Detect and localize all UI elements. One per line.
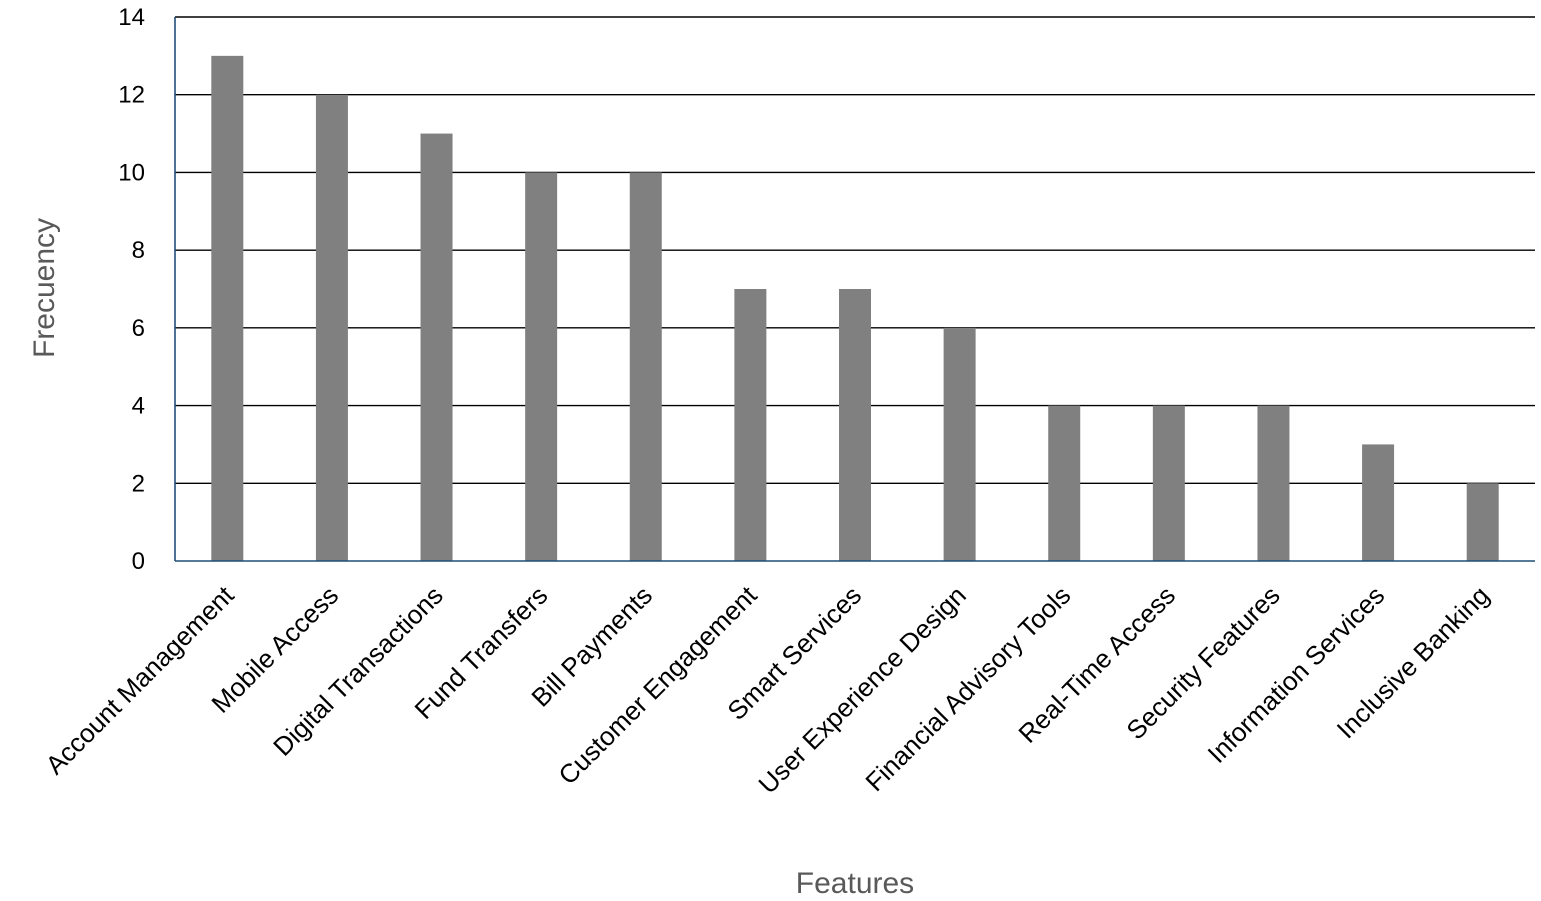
bars: [211, 55, 1499, 562]
bar: [943, 327, 976, 561]
bar: [1466, 483, 1499, 561]
y-tick-label: 2: [132, 470, 145, 497]
y-tick-label: 0: [132, 548, 145, 575]
y-tick-label: 8: [132, 237, 145, 264]
y-tick-label: 14: [118, 4, 145, 31]
bar: [839, 289, 871, 561]
x-axis-title: Features: [796, 867, 914, 900]
x-tick-label: Customer Engagement: [552, 579, 763, 790]
bar: [420, 133, 453, 562]
y-tick-labels: 0 2 4 6 8 10 12 14: [118, 4, 145, 575]
y-tick-label: 4: [132, 393, 145, 420]
bar: [211, 55, 244, 561]
bar: [629, 172, 662, 561]
bar: [1048, 405, 1081, 561]
bar: [734, 289, 767, 561]
y-axis-title: Frecuency: [28, 218, 61, 358]
x-tick-label: Information Services: [1202, 580, 1391, 769]
x-tick-label: User Experience Design: [752, 580, 971, 799]
y-tick-label: 6: [132, 315, 145, 342]
x-tick-label: Financial Advisory Tools: [859, 580, 1076, 797]
x-tick-label: Account Management: [39, 579, 240, 780]
bar: [1152, 405, 1185, 561]
bar: [1362, 444, 1395, 561]
bar: [525, 172, 558, 561]
bar: [315, 94, 348, 561]
y-tick-label: 12: [118, 82, 145, 109]
axes: [174, 17, 1535, 562]
y-tick-label: 10: [118, 159, 145, 186]
bar: [1257, 405, 1290, 561]
